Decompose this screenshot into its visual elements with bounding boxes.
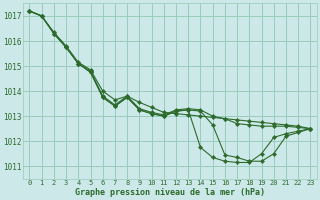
X-axis label: Graphe pression niveau de la mer (hPa): Graphe pression niveau de la mer (hPa): [75, 188, 265, 197]
